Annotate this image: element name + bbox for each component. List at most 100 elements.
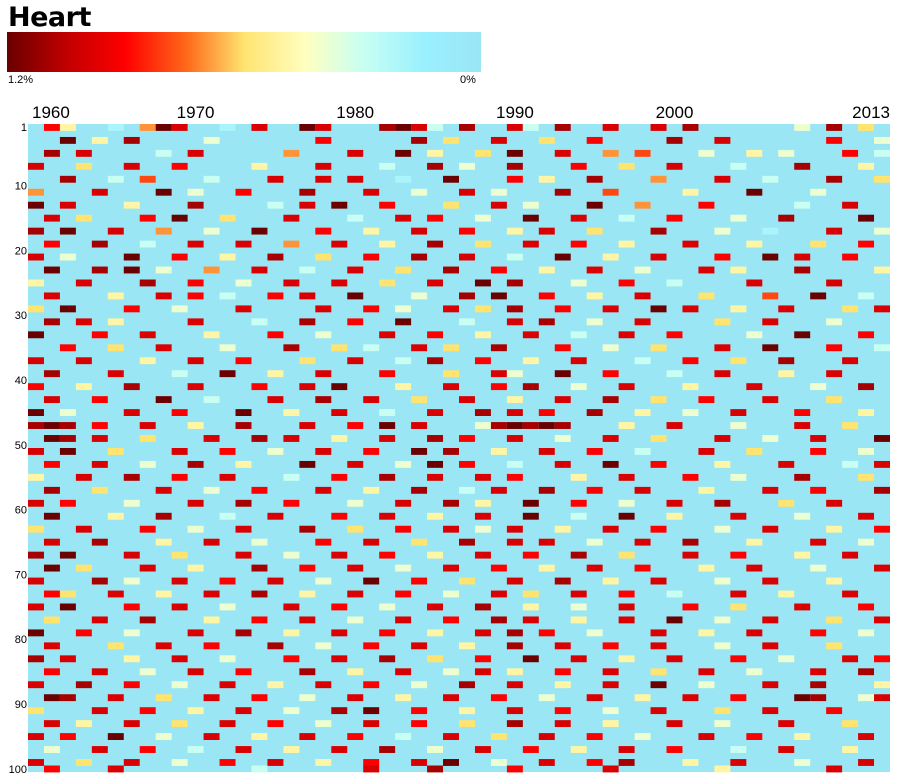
heatmap-cell bbox=[219, 124, 236, 131]
heatmap-cell bbox=[522, 383, 539, 391]
heatmap-cell bbox=[842, 422, 859, 429]
heatmap-cell bbox=[171, 305, 188, 313]
heatmap-cell bbox=[602, 188, 619, 196]
heatmap-cell bbox=[267, 448, 284, 455]
heatmap-cell bbox=[251, 616, 268, 624]
heatmap-cell bbox=[187, 383, 204, 391]
heatmap-cell bbox=[411, 707, 428, 715]
heatmap-cell bbox=[794, 759, 811, 766]
heatmap-cell bbox=[506, 707, 523, 715]
heatmap-cell bbox=[299, 124, 316, 131]
heatmap-cell bbox=[187, 292, 204, 300]
heatmap-cell bbox=[155, 642, 172, 650]
heatmap-cell bbox=[107, 318, 124, 326]
heatmap-cell bbox=[219, 720, 236, 728]
heatmap-cell bbox=[187, 357, 204, 365]
heatmap-cell bbox=[522, 590, 539, 598]
heatmap-cell bbox=[459, 124, 475, 131]
heatmap-cell bbox=[43, 512, 60, 520]
heatmap-cell bbox=[395, 733, 412, 740]
heatmap-cell bbox=[299, 188, 316, 196]
heatmap-cell bbox=[618, 331, 635, 339]
heatmap-cell bbox=[283, 746, 300, 753]
heatmap-cell bbox=[874, 486, 890, 494]
heatmap-cell bbox=[570, 214, 587, 222]
heatmap-cell bbox=[634, 357, 651, 365]
heatmap-cell bbox=[235, 551, 252, 559]
heatmap-cell bbox=[219, 448, 236, 455]
heatmap-cell bbox=[874, 227, 890, 235]
heatmap-cell bbox=[331, 707, 348, 715]
heatmap-cell bbox=[506, 396, 523, 404]
heatmap-cell bbox=[538, 538, 555, 546]
heatmap-cell bbox=[506, 668, 523, 676]
heatmap-cell bbox=[506, 162, 523, 170]
heatmap-cell bbox=[139, 214, 156, 222]
heatmap-cell bbox=[874, 175, 890, 183]
heatmap-cell bbox=[602, 460, 619, 468]
heatmap-cell bbox=[570, 590, 587, 598]
heatmap-cell bbox=[331, 746, 348, 753]
heatmap-cell bbox=[778, 357, 795, 365]
heatmap-cell bbox=[522, 655, 539, 663]
heatmap-cell bbox=[826, 318, 843, 326]
heatmap-cell bbox=[666, 279, 683, 287]
heatmap-cell bbox=[459, 577, 475, 585]
heatmap-cell bbox=[874, 525, 890, 533]
heatmap-cell bbox=[91, 668, 108, 676]
heatmap-cell bbox=[474, 668, 491, 676]
heatmap-cell bbox=[187, 240, 204, 248]
heatmap-cell bbox=[43, 590, 60, 598]
heatmap-cell bbox=[459, 681, 475, 689]
heatmap-cell bbox=[794, 603, 811, 611]
heatmap-cell bbox=[858, 538, 875, 546]
heatmap-cell bbox=[379, 629, 396, 637]
heatmap-cell bbox=[810, 668, 827, 676]
heatmap-cell bbox=[139, 331, 156, 339]
heatmap-cell bbox=[299, 266, 316, 274]
heatmap-cell bbox=[618, 383, 635, 391]
heatmap-cell bbox=[123, 305, 140, 313]
heatmap-cell bbox=[299, 383, 316, 391]
heatmap-cell bbox=[283, 344, 300, 352]
heatmap-cell bbox=[43, 694, 60, 702]
heatmap-cell bbox=[570, 331, 587, 339]
heatmap-cell bbox=[443, 590, 459, 598]
heatmap-cell bbox=[762, 227, 779, 235]
heatmap-cell bbox=[28, 201, 44, 209]
heatmap-cell bbox=[28, 422, 44, 429]
heatmap-cell bbox=[283, 473, 300, 481]
heatmap-cell bbox=[75, 383, 92, 391]
heatmap-cell bbox=[794, 473, 811, 481]
heatmap-cell bbox=[251, 227, 268, 235]
heatmap-cell bbox=[267, 331, 284, 339]
heatmap-cell bbox=[315, 162, 332, 170]
heatmap-cell bbox=[171, 720, 188, 728]
heatmap-cell bbox=[650, 227, 667, 235]
heatmap-cell bbox=[570, 240, 587, 248]
heatmap-cell bbox=[299, 525, 316, 533]
heatmap-cell bbox=[826, 279, 843, 287]
heatmap-cell bbox=[75, 473, 92, 481]
heatmap-cell bbox=[682, 383, 699, 391]
heatmap-cell bbox=[762, 577, 779, 585]
heatmap-cell bbox=[459, 162, 475, 170]
heatmap-cell bbox=[251, 486, 268, 494]
heatmap-cell bbox=[155, 538, 172, 546]
heatmap-cell bbox=[490, 383, 507, 391]
heatmap-cell bbox=[251, 694, 268, 702]
heatmap-cell bbox=[842, 149, 859, 157]
heatmap-cell bbox=[347, 499, 364, 507]
y-tick-label: 30 bbox=[15, 310, 27, 322]
heatmap-cell bbox=[650, 344, 667, 352]
heatmap-cell bbox=[395, 175, 412, 183]
heatmap-cell bbox=[810, 694, 827, 702]
heatmap-cell bbox=[714, 720, 731, 728]
heatmap-cell bbox=[59, 603, 76, 611]
heatmap-cell bbox=[490, 448, 507, 455]
heatmap-cell bbox=[59, 344, 76, 352]
heatmap-cell bbox=[91, 422, 108, 429]
heatmap-cell bbox=[443, 175, 459, 183]
heatmap-cell bbox=[395, 357, 412, 365]
heatmap-cell bbox=[570, 603, 587, 611]
